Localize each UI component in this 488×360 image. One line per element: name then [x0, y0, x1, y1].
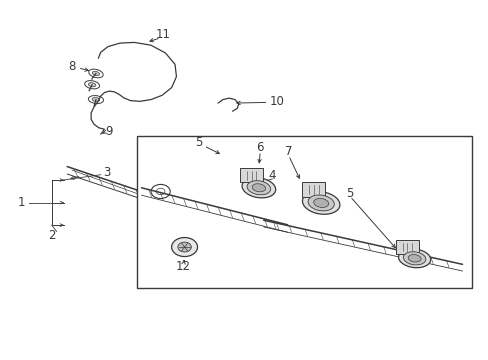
Text: 3: 3: [102, 166, 110, 179]
FancyBboxPatch shape: [240, 168, 263, 183]
Ellipse shape: [88, 83, 96, 87]
Text: 5: 5: [346, 187, 353, 200]
Text: 6: 6: [256, 141, 264, 154]
FancyBboxPatch shape: [395, 240, 418, 254]
Circle shape: [178, 242, 191, 252]
Text: 9: 9: [105, 125, 113, 138]
Text: 1: 1: [18, 196, 25, 209]
Ellipse shape: [88, 69, 103, 78]
Ellipse shape: [302, 192, 339, 214]
Ellipse shape: [246, 181, 270, 195]
Ellipse shape: [84, 81, 100, 89]
Ellipse shape: [252, 184, 265, 192]
Text: 11: 11: [155, 28, 170, 41]
Ellipse shape: [88, 96, 103, 104]
Text: 10: 10: [269, 95, 284, 108]
Ellipse shape: [407, 255, 420, 262]
Circle shape: [171, 238, 197, 257]
Ellipse shape: [92, 98, 100, 102]
Ellipse shape: [307, 195, 334, 211]
Bar: [137, 136, 471, 288]
Ellipse shape: [403, 252, 425, 265]
Ellipse shape: [242, 178, 275, 198]
Text: 2: 2: [48, 229, 56, 242]
Text: 12: 12: [176, 260, 191, 273]
Ellipse shape: [313, 198, 328, 207]
Text: 5: 5: [195, 136, 202, 149]
Text: 8: 8: [68, 60, 76, 73]
Ellipse shape: [92, 71, 100, 76]
FancyBboxPatch shape: [302, 183, 325, 197]
Text: 4: 4: [268, 169, 276, 182]
Ellipse shape: [398, 249, 430, 268]
Text: 7: 7: [284, 145, 292, 158]
